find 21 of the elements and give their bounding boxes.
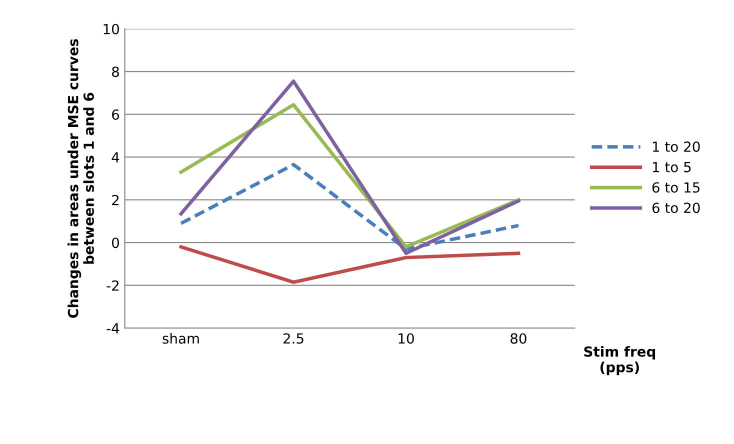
y-tick-label: -2 — [106, 280, 119, 291]
y-tick-label: 2 — [112, 194, 119, 206]
x-tick-label: 2.5 — [283, 333, 304, 344]
legend-label: 1 to 20 — [652, 141, 700, 152]
x-axis-title: Stim freq (pps) — [584, 346, 656, 376]
legend-label: 6 to 15 — [652, 182, 700, 193]
line-series — [179, 79, 520, 256]
x-tick-label: 10 — [398, 333, 414, 344]
y-tick-label: 10 — [104, 24, 119, 34]
y-tick-label: 0 — [112, 238, 119, 248]
line-series — [179, 245, 520, 284]
line-series — [179, 162, 520, 251]
y-tick-label: 8 — [112, 66, 119, 78]
y-tick-label: -4 — [106, 323, 120, 334]
y-tick-label: 6 — [112, 109, 120, 120]
y-tick-label: 4 — [112, 152, 120, 162]
legend-label: 1 to 5 — [652, 162, 691, 172]
y-axis-title: Changes in areas under MSE curves between slots 1 and 6 — [68, 39, 94, 318]
x-tick-label: 80 — [510, 333, 526, 344]
x-tick-label: sham — [162, 332, 199, 344]
legend-label: 6 to 20 — [652, 202, 700, 214]
